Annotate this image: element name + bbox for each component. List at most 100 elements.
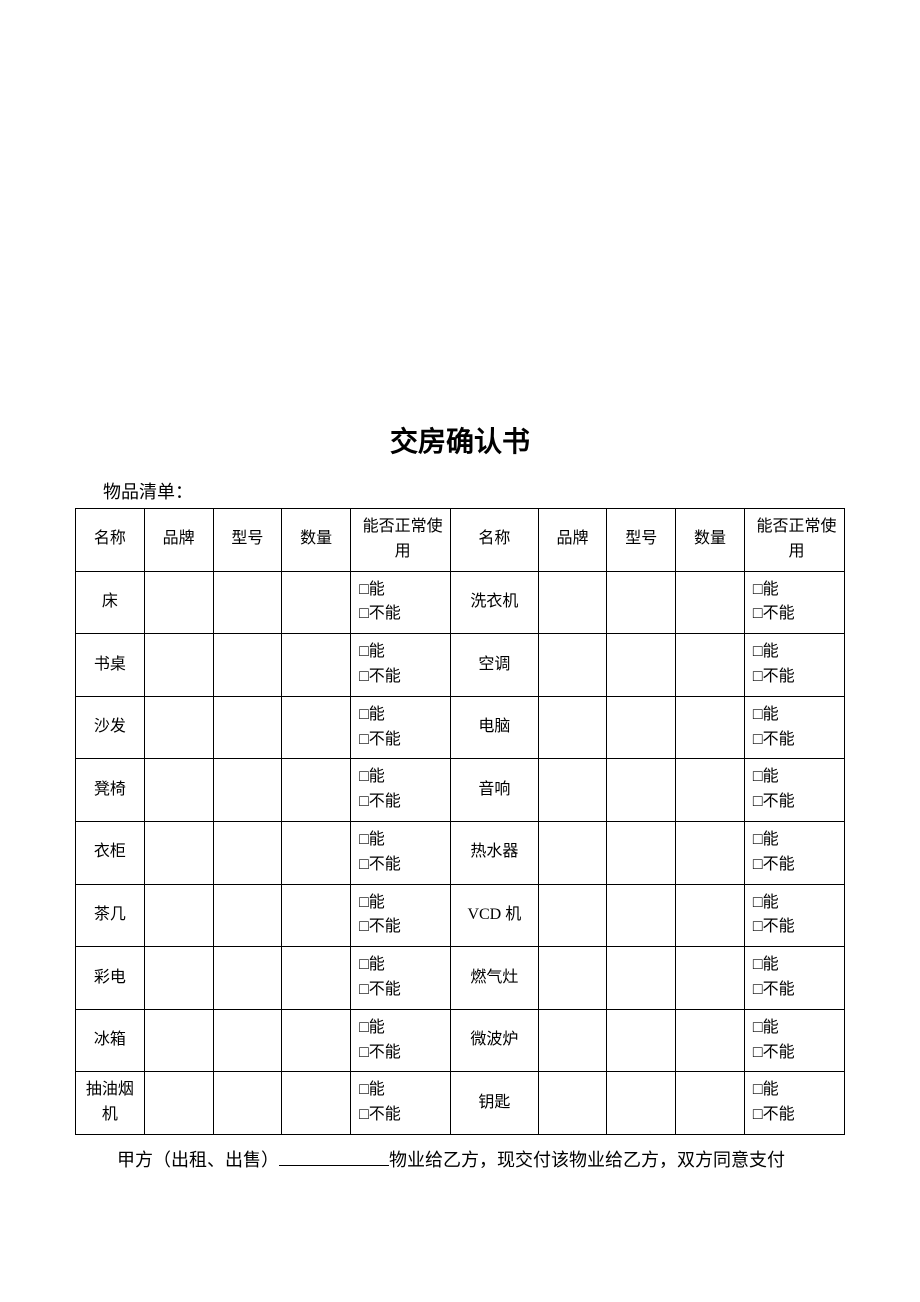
item-status-left[interactable]: □能□不能 [351,947,451,1010]
item-model-right[interactable] [607,947,676,1010]
item-status-left[interactable]: □能□不能 [351,1072,451,1135]
table-row: 茶几□能□不能VCD 机□能□不能 [76,884,845,947]
table-row: 彩电□能□不能燃气灶□能□不能 [76,947,845,1010]
item-brand-right[interactable] [538,884,607,947]
item-qty-left[interactable] [282,696,351,759]
table-row: 衣柜□能□不能热水器□能□不能 [76,821,845,884]
item-name-right: 钥匙 [451,1072,539,1135]
item-model-left[interactable] [213,884,282,947]
footer-prefix: 甲方（出租、出售） [117,1150,279,1170]
item-brand-left[interactable] [144,1072,213,1135]
table-body: 床□能□不能洗衣机□能□不能书桌□能□不能空调□能□不能沙发□能□不能电脑□能□… [76,571,845,1134]
table-row: 冰箱□能□不能微波炉□能□不能 [76,1009,845,1072]
item-qty-left[interactable] [282,1072,351,1135]
table-row: 沙发□能□不能电脑□能□不能 [76,696,845,759]
header-brand-left: 品牌 [144,509,213,572]
item-qty-left[interactable] [282,571,351,634]
item-model-right[interactable] [607,821,676,884]
item-name-left: 沙发 [76,696,145,759]
item-qty-left[interactable] [282,884,351,947]
item-brand-right[interactable] [538,696,607,759]
item-model-right[interactable] [607,1072,676,1135]
table-row: 床□能□不能洗衣机□能□不能 [76,571,845,634]
item-brand-left[interactable] [144,884,213,947]
item-model-right[interactable] [607,696,676,759]
item-brand-left[interactable] [144,571,213,634]
item-model-left[interactable] [213,634,282,697]
item-model-right[interactable] [607,634,676,697]
item-brand-right[interactable] [538,571,607,634]
item-qty-left[interactable] [282,821,351,884]
item-qty-left[interactable] [282,634,351,697]
item-brand-left[interactable] [144,1009,213,1072]
item-status-right[interactable]: □能□不能 [744,1009,844,1072]
item-status-left[interactable]: □能□不能 [351,1009,451,1072]
item-name-right: 热水器 [451,821,539,884]
item-qty-left[interactable] [282,947,351,1010]
item-qty-right[interactable] [676,634,745,697]
item-qty-right[interactable] [676,696,745,759]
item-status-right[interactable]: □能□不能 [744,947,844,1010]
header-qty-left: 数量 [282,509,351,572]
footer-paragraph: 甲方（出租、出售）物业给乙方，现交付该物业给乙方，双方同意支付 [117,1145,845,1176]
item-qty-right[interactable] [676,1072,745,1135]
item-brand-right[interactable] [538,1009,607,1072]
item-brand-right[interactable] [538,947,607,1010]
item-brand-right[interactable] [538,759,607,822]
item-status-right[interactable]: □能□不能 [744,696,844,759]
item-status-left[interactable]: □能□不能 [351,759,451,822]
item-status-right[interactable]: □能□不能 [744,1072,844,1135]
blank-line[interactable] [279,1146,389,1166]
item-name-left: 书桌 [76,634,145,697]
item-model-left[interactable] [213,696,282,759]
item-brand-right[interactable] [538,821,607,884]
item-model-left[interactable] [213,571,282,634]
item-model-left[interactable] [213,759,282,822]
item-brand-left[interactable] [144,696,213,759]
item-status-left[interactable]: □能□不能 [351,884,451,947]
item-name-left: 抽油烟机 [76,1072,145,1135]
item-model-left[interactable] [213,1009,282,1072]
item-name-left: 床 [76,571,145,634]
item-qty-left[interactable] [282,1009,351,1072]
item-status-right[interactable]: □能□不能 [744,634,844,697]
item-name-left: 茶几 [76,884,145,947]
item-brand-left[interactable] [144,759,213,822]
header-model-right: 型号 [607,509,676,572]
item-model-right[interactable] [607,1009,676,1072]
item-status-right[interactable]: □能□不能 [744,884,844,947]
item-qty-right[interactable] [676,821,745,884]
item-status-left[interactable]: □能□不能 [351,634,451,697]
item-name-left: 凳椅 [76,759,145,822]
item-status-left[interactable]: □能□不能 [351,696,451,759]
item-model-right[interactable] [607,571,676,634]
item-status-left[interactable]: □能□不能 [351,821,451,884]
item-name-left: 彩电 [76,947,145,1010]
header-model-left: 型号 [213,509,282,572]
item-model-left[interactable] [213,821,282,884]
item-model-left[interactable] [213,947,282,1010]
item-brand-left[interactable] [144,947,213,1010]
item-status-right[interactable]: □能□不能 [744,571,844,634]
item-model-right[interactable] [607,884,676,947]
item-qty-left[interactable] [282,759,351,822]
item-brand-right[interactable] [538,1072,607,1135]
header-name-left: 名称 [76,509,145,572]
item-status-left[interactable]: □能□不能 [351,571,451,634]
item-brand-left[interactable] [144,634,213,697]
item-model-right[interactable] [607,759,676,822]
item-qty-right[interactable] [676,947,745,1010]
item-name-right: 微波炉 [451,1009,539,1072]
item-brand-left[interactable] [144,821,213,884]
item-qty-right[interactable] [676,1009,745,1072]
item-model-left[interactable] [213,1072,282,1135]
item-qty-right[interactable] [676,571,745,634]
item-status-right[interactable]: □能□不能 [744,821,844,884]
table-row: 抽油烟机□能□不能钥匙□能□不能 [76,1072,845,1135]
item-name-right: 音响 [451,759,539,822]
item-qty-right[interactable] [676,884,745,947]
item-brand-right[interactable] [538,634,607,697]
item-status-right[interactable]: □能□不能 [744,759,844,822]
item-name-left: 衣柜 [76,821,145,884]
item-qty-right[interactable] [676,759,745,822]
